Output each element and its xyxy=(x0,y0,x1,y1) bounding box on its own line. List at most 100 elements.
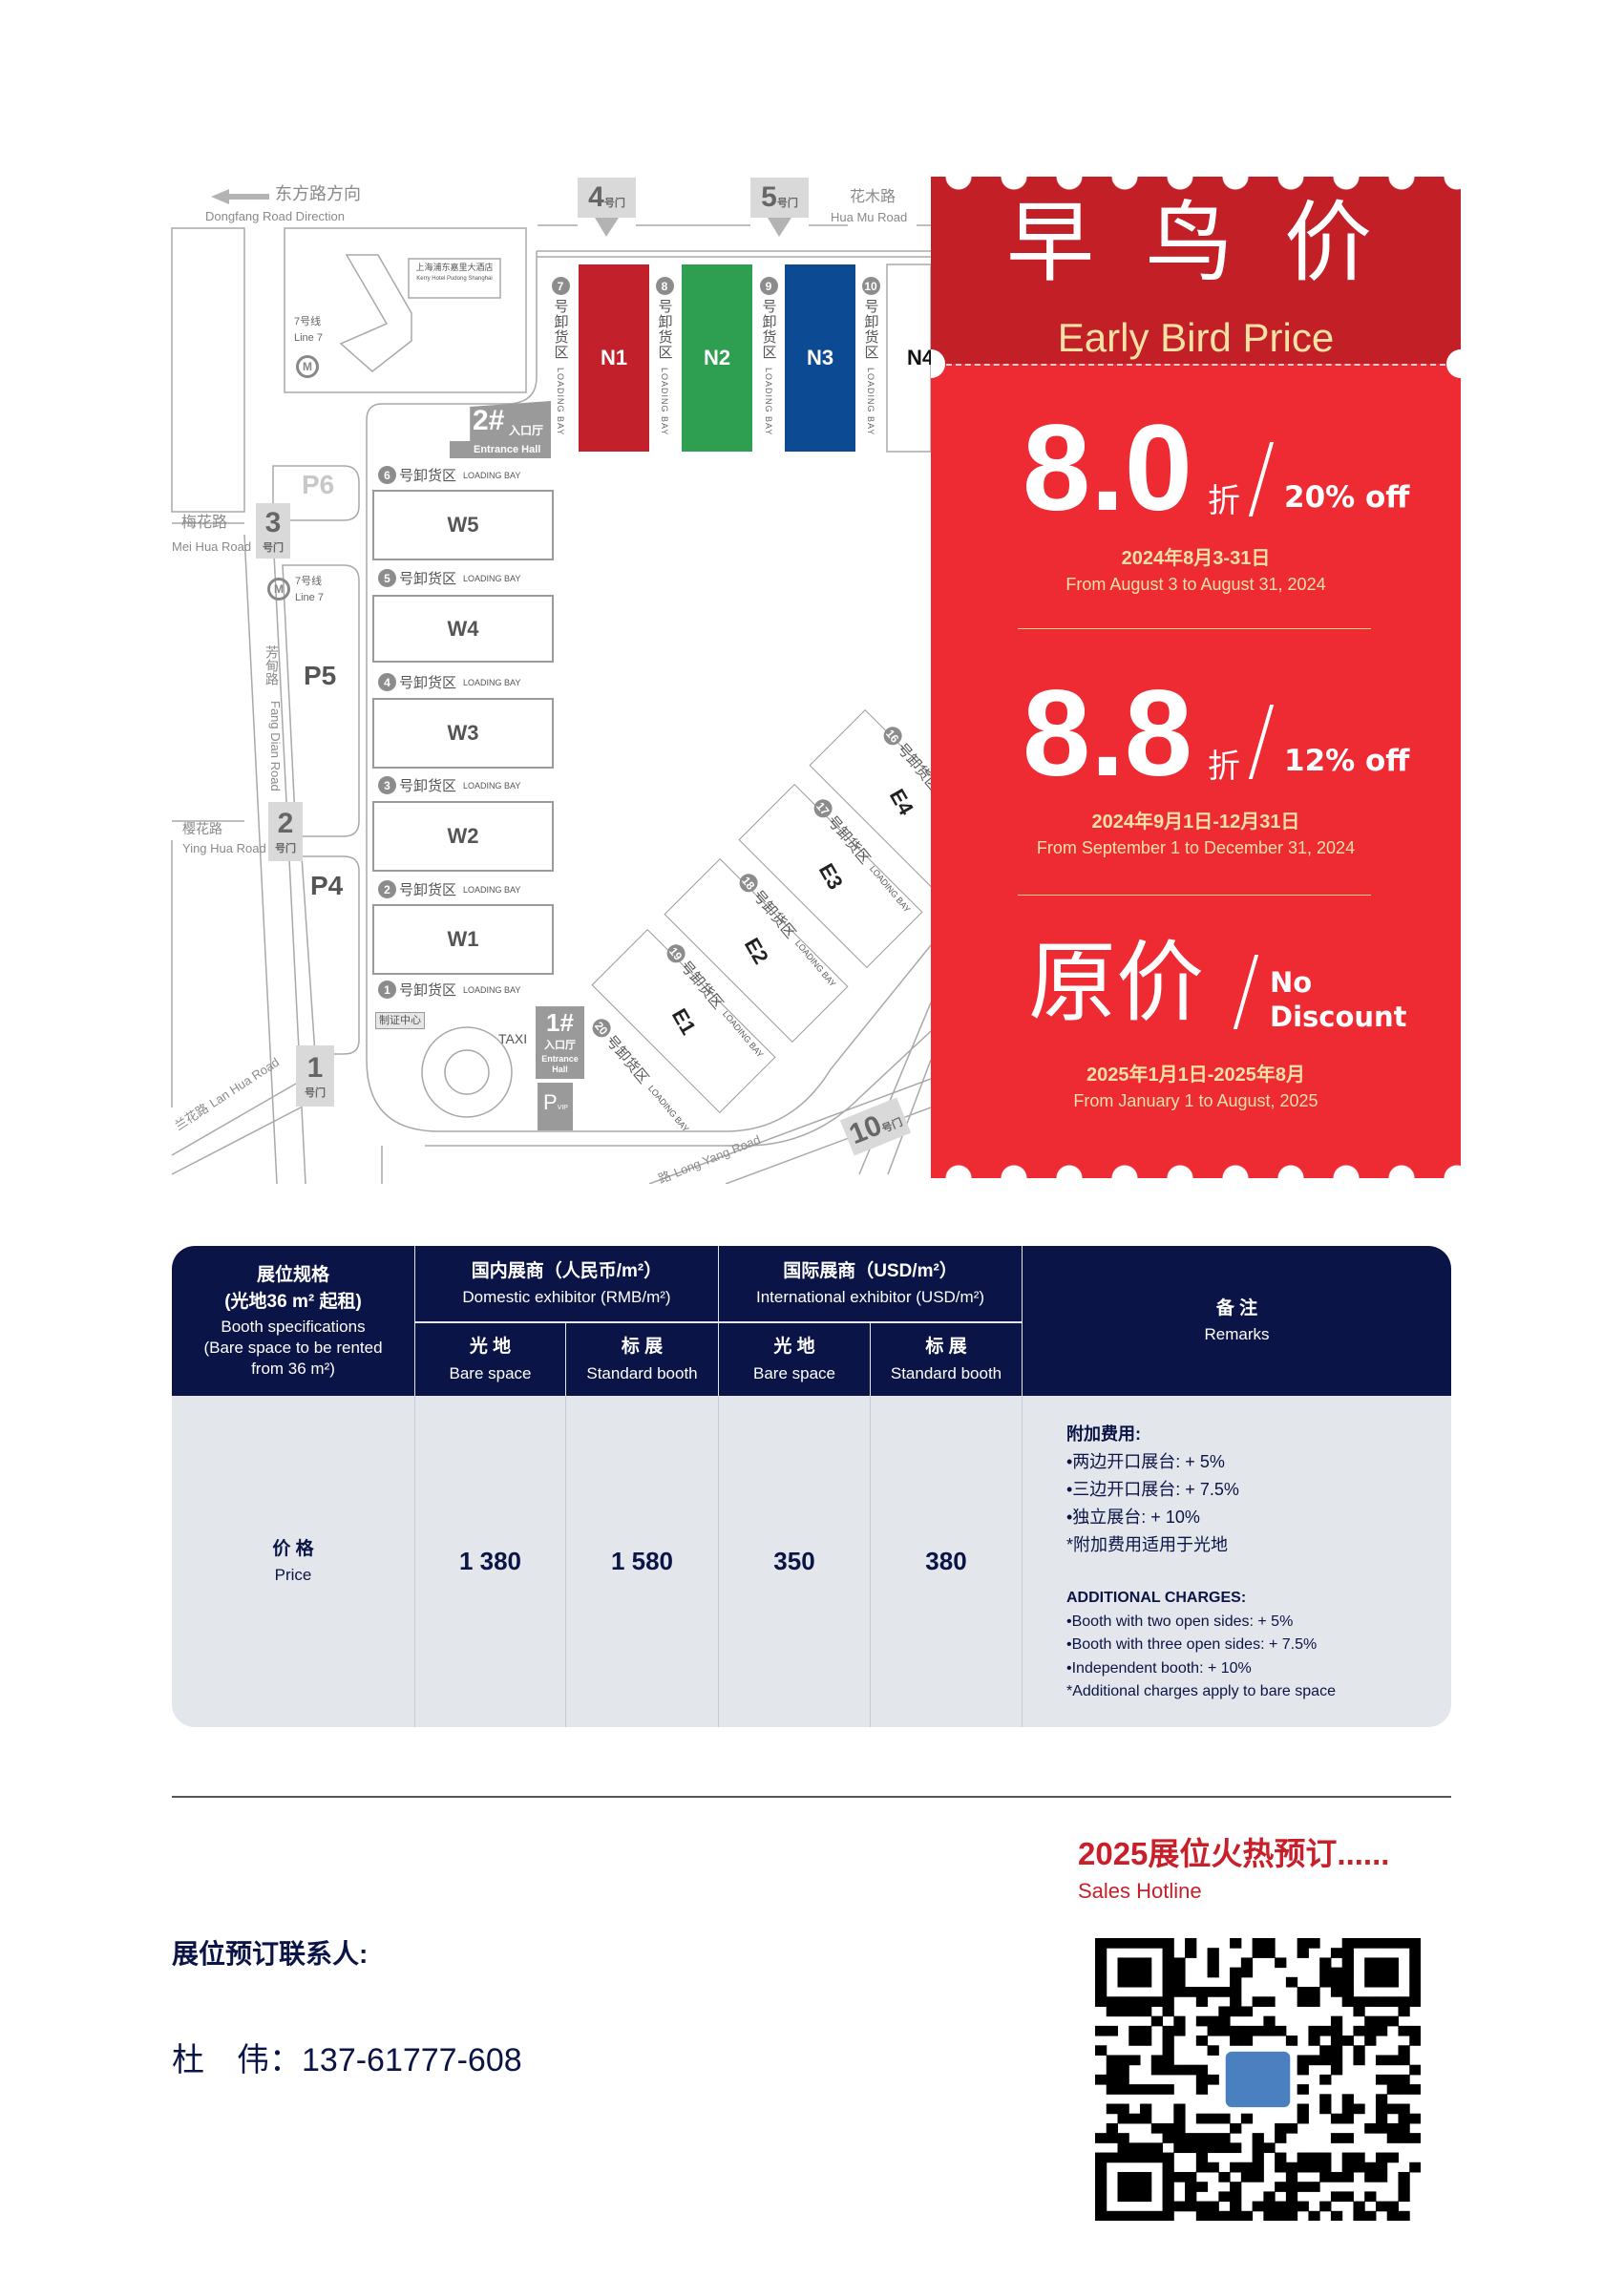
qr-module xyxy=(1353,1938,1365,1949)
qr-module xyxy=(1230,1996,1242,2007)
qr-module xyxy=(1353,2201,1365,2212)
scalloped-edge-top xyxy=(931,177,1461,190)
qr-module xyxy=(1297,2182,1309,2192)
qr-module xyxy=(1364,1957,1377,1969)
qr-module xyxy=(1162,1996,1174,2007)
metro-label-2: 7号线 Line 7 xyxy=(295,574,324,605)
qr-module xyxy=(1150,2210,1164,2221)
qr-module xyxy=(1375,2094,1388,2105)
qr-module xyxy=(1240,2035,1254,2046)
qr-module xyxy=(1285,2191,1298,2203)
header-international-bare: 光 地 Bare space xyxy=(719,1323,870,1396)
loading-bay-1: 1 号卸货区 LOADING BAY xyxy=(378,980,520,1000)
qr-module xyxy=(1375,2074,1388,2085)
qr-module xyxy=(1230,2025,1242,2036)
gate-number: 10 xyxy=(844,1109,887,1151)
qr-module xyxy=(1218,1987,1231,1997)
remarks-zh-title: 附加费用: xyxy=(1066,1424,1141,1444)
qr-module xyxy=(1117,2113,1129,2124)
qr-module xyxy=(1095,2025,1107,2036)
qr-module xyxy=(1140,2084,1152,2095)
remark-item: •独立展台: + 10% xyxy=(1066,1508,1200,1527)
qr-module xyxy=(1117,2006,1129,2017)
qr-module xyxy=(1386,2133,1399,2143)
slash-divider xyxy=(1233,955,1259,1029)
price-international-bare: 350 xyxy=(773,1547,815,1575)
bay-number: 1 xyxy=(378,981,396,999)
tier-2-date-en: From September 1 to December 31, 2024 xyxy=(1036,838,1356,857)
qr-module xyxy=(1185,2201,1197,2212)
qr-module xyxy=(1297,2201,1309,2212)
qr-module xyxy=(1117,2191,1129,2203)
qr-module xyxy=(1128,1967,1141,1978)
qr-module xyxy=(1386,2103,1399,2115)
qr-module xyxy=(1398,2113,1410,2124)
hall-n2: N2 xyxy=(682,264,752,452)
loading-bay-7: 7 号卸货区 LOADING BAY xyxy=(551,277,570,435)
qr-module xyxy=(1128,2025,1141,2036)
qr-module xyxy=(1263,2191,1276,2203)
qr-module xyxy=(1409,1957,1421,1969)
qr-module xyxy=(1285,2210,1298,2221)
gate-2: 2 号门 xyxy=(268,802,303,861)
loading-bay-6: 6 号卸货区 LOADING BAY xyxy=(378,465,520,485)
qr-module xyxy=(1162,2191,1174,2203)
qr-module xyxy=(1240,1967,1254,1978)
qr-module xyxy=(1285,2201,1298,2212)
qr-module xyxy=(1386,1938,1399,1949)
qr-module xyxy=(1195,2015,1209,2027)
qr-module xyxy=(1353,2103,1365,2115)
qr-module xyxy=(1195,2084,1209,2095)
qr-module xyxy=(1150,1996,1164,2007)
qr-module xyxy=(1398,1996,1410,2007)
qr-module xyxy=(1386,2210,1399,2221)
column-divider xyxy=(718,1396,719,1727)
hotel-label: 上海浦东嘉里大酒店 Kerry Hotel Pudong Shanghai xyxy=(409,262,500,284)
qr-module xyxy=(1162,1957,1174,1969)
loading-bay-8: 8 号卸货区 LOADING BAY xyxy=(655,277,674,435)
qr-module xyxy=(1240,2006,1254,2017)
price-table: 展位规格 (光地36 m² 起租) Booth specifications (… xyxy=(172,1246,1451,1727)
qr-module xyxy=(1150,2152,1164,2163)
spec-en2: (Bare space to be rented xyxy=(203,1338,383,1357)
qr-module xyxy=(1386,2122,1399,2134)
bay-en: LOADING BAY xyxy=(866,368,875,436)
qr-module xyxy=(1364,1996,1377,2007)
qr-module xyxy=(1195,2113,1209,2124)
qr-module xyxy=(1095,2152,1107,2163)
qr-module xyxy=(1375,1976,1388,1988)
qr-module xyxy=(1128,2171,1141,2183)
qr-module xyxy=(1308,1938,1320,1949)
bay-number: 6 xyxy=(378,466,396,484)
qr-module xyxy=(1386,1976,1399,1988)
contact-phone[interactable]: 137-61777-608 xyxy=(302,2042,522,2078)
qr-module xyxy=(1117,2182,1129,2192)
qr-module xyxy=(1398,2133,1410,2143)
metro-label-1: 7号线 Line 7 xyxy=(294,314,323,346)
qr-module xyxy=(1106,2006,1119,2017)
notch-right xyxy=(1446,349,1461,378)
qr-module xyxy=(1218,2133,1231,2143)
qr-module xyxy=(1240,2162,1254,2173)
qr-module xyxy=(1285,2182,1298,2192)
qr-module xyxy=(1308,2162,1320,2173)
bay-zh: 号卸货区 xyxy=(399,571,457,587)
hall-n1: N1 xyxy=(579,264,649,452)
qr-module xyxy=(1207,1948,1219,1958)
qr-module xyxy=(1117,1957,1129,1969)
vip-label: VIP xyxy=(557,1105,568,1111)
qr-module xyxy=(1117,2103,1129,2115)
gate-number: 1 xyxy=(306,1052,324,1084)
column-divider xyxy=(1022,1396,1023,1727)
qr-module xyxy=(1263,2142,1276,2154)
qr-module xyxy=(1375,1938,1388,1949)
qr-module xyxy=(1375,2122,1388,2134)
metro-en: Line 7 xyxy=(295,591,324,603)
qr-module xyxy=(1140,1957,1152,1969)
road-hua-mu-zh: 花木路 xyxy=(850,189,896,205)
qr-module xyxy=(1297,2162,1309,2173)
remark-item: •Booth with three open sides: + 7.5% xyxy=(1066,1636,1318,1653)
gate-4: 4号门 xyxy=(578,178,636,218)
qr-module xyxy=(1341,2171,1354,2183)
remark-item: •Booth with two open sides: + 5% xyxy=(1066,1613,1294,1630)
